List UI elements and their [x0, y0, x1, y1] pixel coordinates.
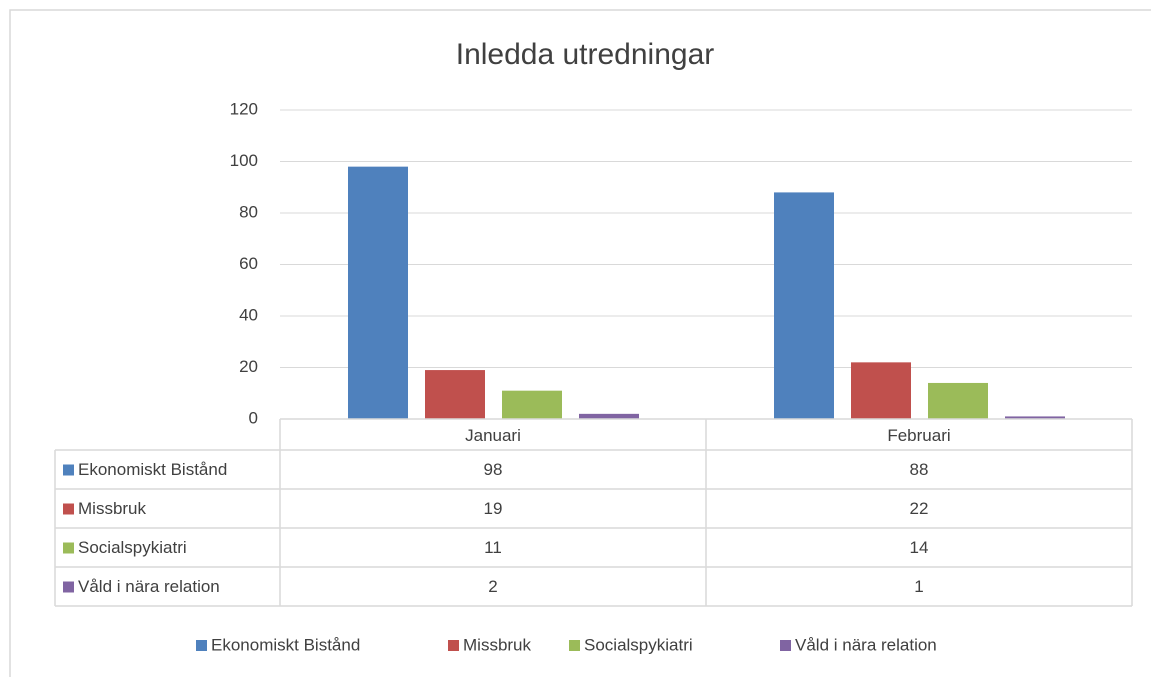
bar: [502, 390, 562, 419]
table-value: 19: [484, 499, 503, 518]
table-value: 11: [484, 538, 502, 557]
table-row-label: Våld i nära relation: [78, 577, 220, 596]
bar: [579, 413, 639, 419]
legend-key: [569, 640, 580, 651]
table-value: 2: [488, 577, 497, 596]
table-value: 98: [484, 460, 503, 479]
y-tick-label: 0: [249, 408, 258, 427]
table-key: [63, 581, 74, 593]
table-row-label: Missbruk: [78, 499, 147, 518]
bar: [425, 370, 485, 419]
y-tick-label: 40: [239, 305, 258, 324]
table-key: [63, 542, 74, 554]
table-value: 1: [914, 577, 923, 596]
y-tick-label: 20: [239, 357, 258, 376]
chart-border: [9, 9, 1151, 677]
x-tick-label: Februari: [887, 426, 950, 445]
bar: [348, 166, 408, 419]
legend-label: Våld i nära relation: [795, 635, 937, 654]
table-row-label: Socialspykiatri: [78, 538, 187, 557]
chart-title: Inledda utredningar: [456, 38, 715, 71]
legend-label: Socialspykiatri: [584, 635, 693, 654]
table-row-label: Ekonomiskt Bistånd: [78, 460, 227, 479]
y-tick-label: 60: [239, 254, 258, 273]
y-tick-label: 120: [230, 99, 258, 118]
table-value: 88: [910, 460, 929, 479]
table-value: 22: [910, 499, 929, 518]
legend-key: [448, 640, 459, 651]
legend-label: Ekonomiskt Bistånd: [211, 635, 360, 654]
y-tick-label: 100: [230, 151, 258, 170]
bar: [774, 192, 834, 419]
bar: [851, 362, 911, 419]
table-value: 14: [910, 538, 929, 557]
y-tick-label: 80: [239, 202, 258, 221]
table-key: [63, 464, 74, 476]
legend-label: Missbruk: [463, 635, 532, 654]
bar: [1005, 416, 1065, 419]
legend-key: [196, 640, 207, 651]
bar: [928, 382, 988, 419]
table-key: [63, 503, 74, 515]
x-tick-label: Januari: [465, 426, 521, 445]
legend-key: [780, 640, 791, 651]
